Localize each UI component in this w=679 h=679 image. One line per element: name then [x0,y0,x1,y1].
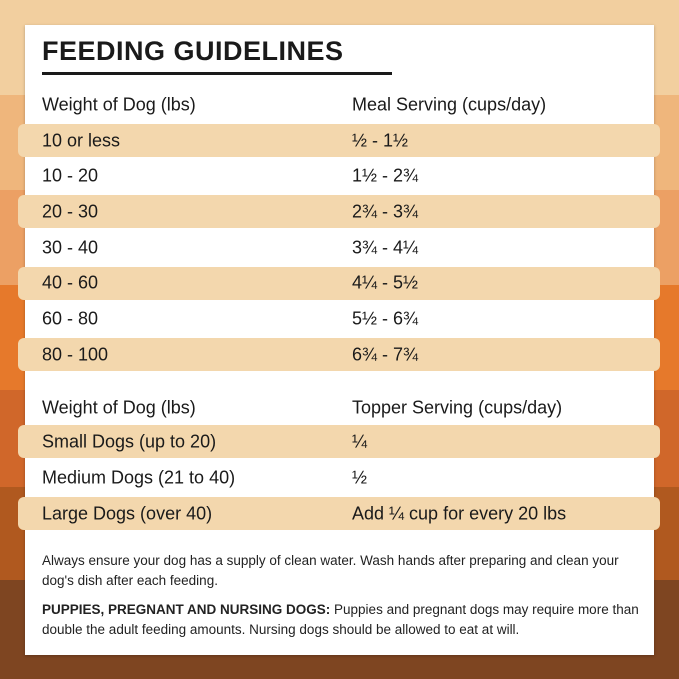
table-row: 10 - 20 1½ - 2¾ [18,160,660,193]
meal-table-header: Weight of Dog (lbs) Meal Serving (cups/da… [18,88,660,121]
serving-cell: 5½ - 6¾ [352,308,419,329]
weight-cell: Weight of Dog (lbs) [42,94,196,114]
serving-cell: Meal Serving (cups/day) [352,94,547,114]
serving-cell: 3¾ - 4¼ [352,237,419,258]
table-row: 40 - 60 4¼ - 5½ [18,266,660,300]
puppies-note-text: Puppies and pregnant dogs may require mo… [42,602,639,637]
serving-cell: ½ [352,467,368,487]
weight-cell: 10 or less [42,130,121,150]
weight-cell: 60 - 80 [42,308,99,329]
puppies-note: PUPPIES, PREGNANT AND NURSING DOGS: Pupp… [42,600,642,639]
table-row: 20 - 30 2¾ - 3¾ [18,195,660,229]
topper-table-header: Weight of Dog (lbs) Topper Serving (cups/… [18,391,660,424]
serving-cell: Topper Serving (cups/day) [352,397,563,417]
table-row: Large Dogs (over 40) Add ¼ cup for every … [18,497,660,530]
weight-cell: 20 - 30 [42,201,99,222]
page-title: FEEDING GUIDELINES [42,36,344,66]
table-row: 80 - 100 6¾ - 7¾ [18,338,660,372]
weight-cell: Small Dogs (up to 20) [42,431,217,451]
serving-cell: ¼ [352,431,368,451]
table-row: 10 or less ½ - 1½ [18,124,660,157]
serving-cell: ½ - 1½ [352,130,409,150]
table-row: Small Dogs (up to 20) ¼ [18,425,660,458]
title-underline [42,72,392,75]
serving-cell: 4¼ - 5½ [352,272,419,293]
serving-cell: 1½ - 2¾ [352,165,419,186]
serving-cell: 6¾ - 7¾ [352,344,419,365]
table-row: Medium Dogs (21 to 40) ½ [18,461,660,494]
table-row: 30 - 40 3¾ - 4¼ [18,231,660,264]
serving-cell: 2¾ - 3¾ [352,201,419,222]
table-row: 60 - 80 5½ - 6¾ [18,303,660,336]
weight-cell: 10 - 20 [42,165,99,186]
weight-cell: 40 - 60 [42,272,99,293]
puppies-note-label: PUPPIES, PREGNANT AND NURSING DOGS: [42,602,331,617]
weight-cell: 30 - 40 [42,237,99,258]
weight-cell: Weight of Dog (lbs) [42,397,196,417]
serving-cell: Add ¼ cup for every 20 lbs [352,503,567,523]
weight-cell: Medium Dogs (21 to 40) [42,467,236,487]
weight-cell: Large Dogs (over 40) [42,503,213,523]
weight-cell: 80 - 100 [42,344,109,365]
water-note: Always ensure your dog has a supply of c… [42,553,619,588]
